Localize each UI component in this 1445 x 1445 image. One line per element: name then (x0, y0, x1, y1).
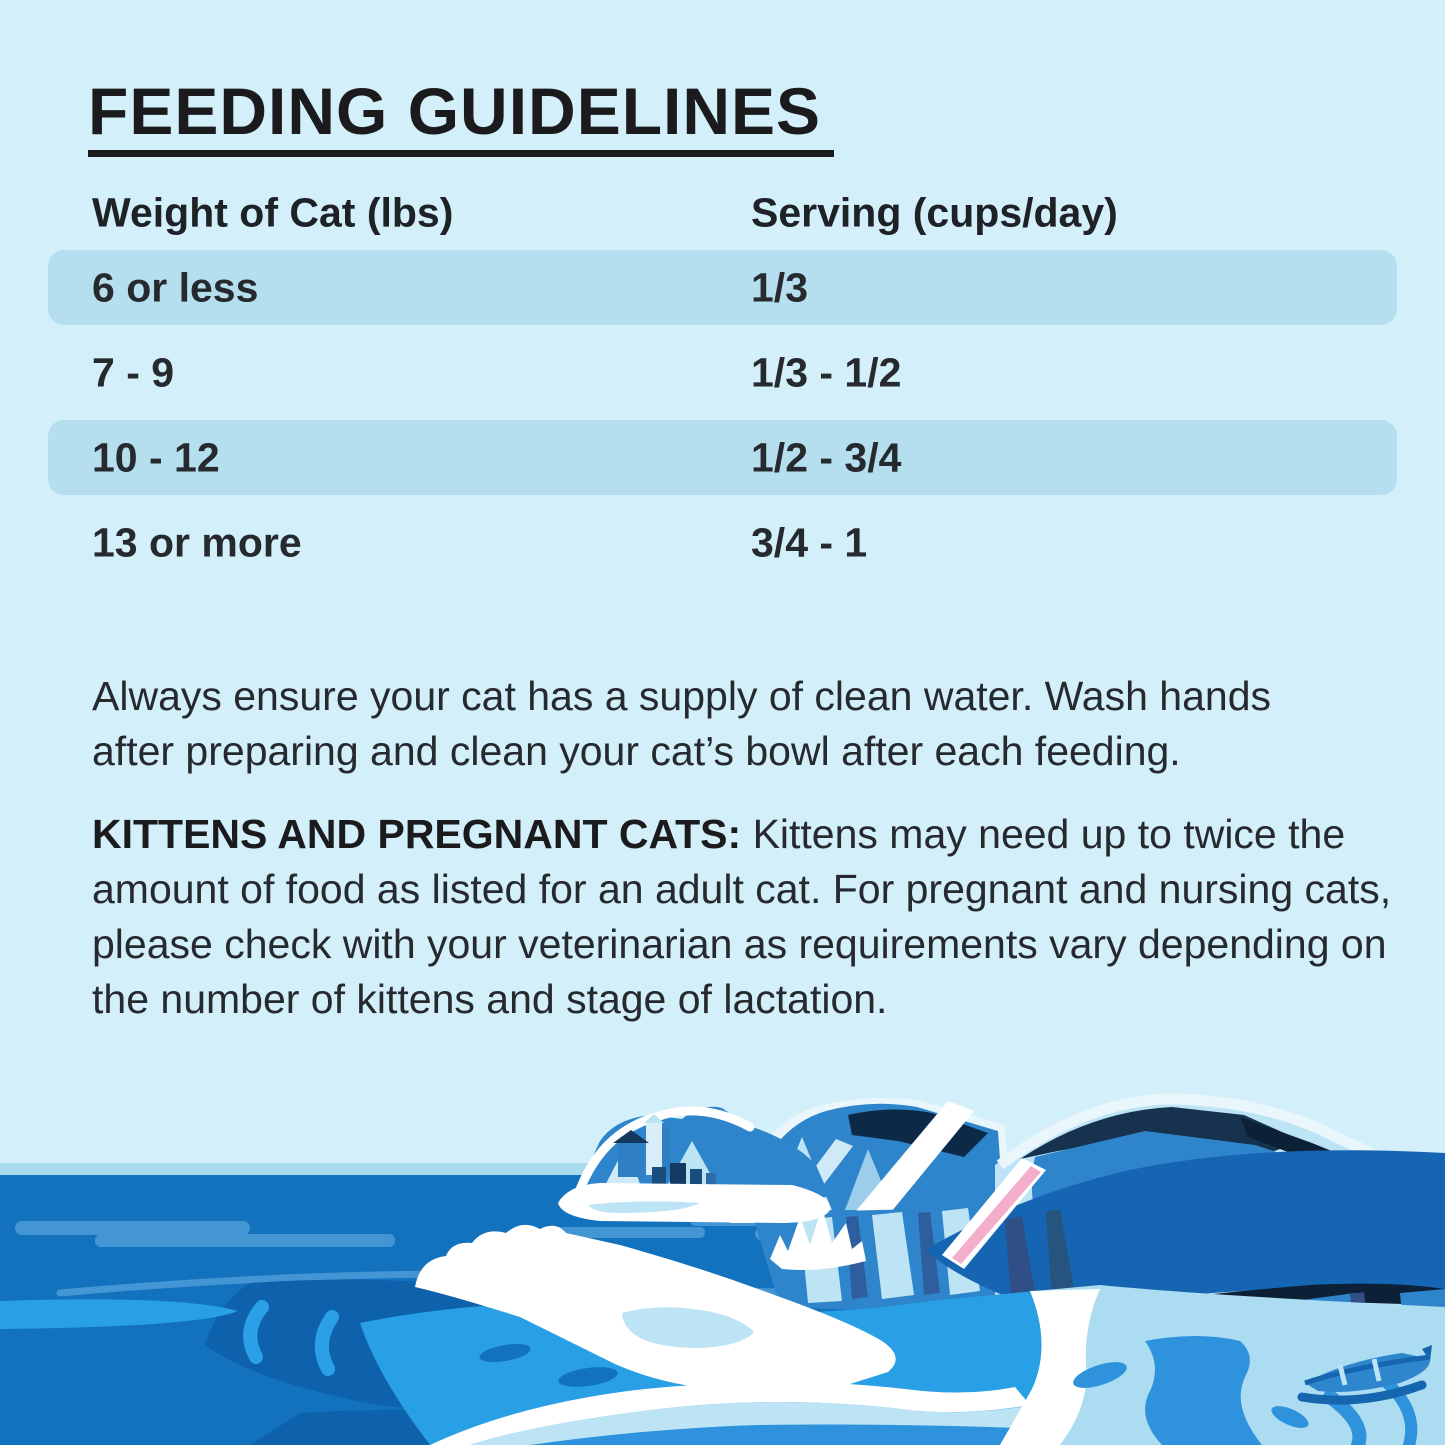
page-title: FEEDING GUIDELINES (88, 74, 822, 148)
white-diagonal-ramp (856, 1101, 974, 1223)
column-header-serving: Serving (cups/day) (751, 189, 1118, 236)
weight-value: 7 - 9 (92, 349, 175, 395)
serving-value: 3/4 - 1 (751, 519, 868, 565)
weight-value: 13 or more (92, 519, 302, 565)
table-row: 7 - 9 1/3 - 1/2 (48, 335, 1397, 410)
table-row: 10 - 12 1/2 - 3/4 (48, 420, 1397, 495)
buildings (613, 1114, 716, 1201)
column-header-weight: Weight of Cat (lbs) (92, 189, 454, 236)
feeding-table: Weight of Cat (lbs) Serving (cups/day) 6… (48, 188, 1397, 590)
serving-value: 1/2 - 3/4 (751, 434, 902, 480)
kittens-pregnant-note: KITTENS AND PREGNANT CATS: Kittens may n… (92, 807, 1392, 1027)
kittens-note-lead: KITTENS AND PREGNANT CATS: (92, 811, 742, 857)
iceberg-foam (415, 1207, 896, 1392)
pink-ramp (942, 1158, 1046, 1269)
weight-value: 6 or less (92, 264, 259, 310)
kittens-note-body: Kittens may need up to twice the amount … (92, 811, 1392, 1022)
beach (1000, 1285, 1445, 1445)
headland-with-buildings (558, 1106, 831, 1223)
river (1073, 1336, 1418, 1445)
title-underline (88, 150, 834, 157)
cyan-stripe (0, 1299, 238, 1329)
clean-water-note: Always ensure your cat has a supply of c… (92, 673, 1271, 774)
rowboat (1297, 1345, 1432, 1405)
coastal-illustration (0, 1093, 1445, 1445)
table-row: 13 or more 3/4 - 1 (48, 505, 1397, 580)
table-row: 6 or less 1/3 (48, 250, 1397, 325)
weight-value: 10 - 12 (92, 434, 220, 480)
table-header-row: Weight of Cat (lbs) Serving (cups/day) (48, 188, 1397, 250)
serving-value: 1/3 - 1/2 (751, 349, 902, 395)
serving-value: 1/3 (751, 264, 808, 310)
beach-ridge (430, 1382, 1045, 1445)
